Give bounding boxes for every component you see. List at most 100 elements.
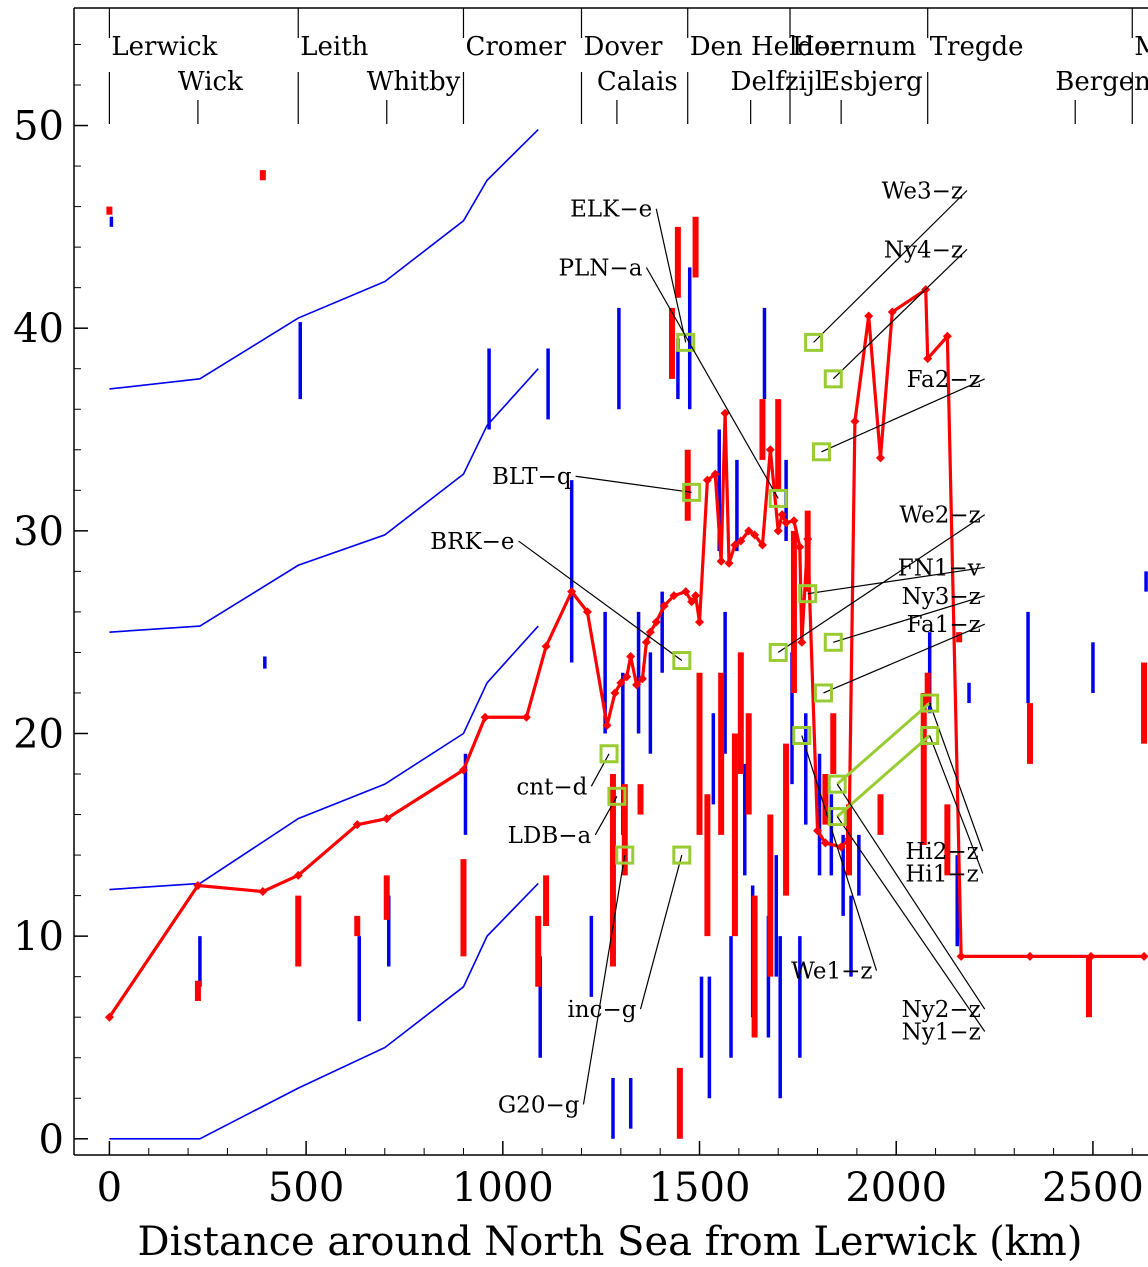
y-tick-label-0: 0 (39, 1117, 64, 1163)
x-tick-label-3: 1500 (649, 1165, 751, 1211)
label-leader-10 (821, 378, 985, 453)
main-series-point-28 (702, 475, 712, 485)
main-series-point-31 (720, 408, 730, 418)
label-text-5: LDB−a (508, 823, 592, 849)
label-text-9: Ny4−z (884, 237, 963, 263)
blue-band-3 (109, 129, 539, 390)
main-series-point-45 (803, 534, 813, 544)
y-tick-label-1: 10 (13, 914, 64, 960)
label-text-18: Ny2−z (902, 997, 981, 1023)
port-top-label-2: Cromer (465, 32, 566, 62)
port-top-label-5: Hoernum (792, 32, 916, 62)
main-series-point-19 (641, 637, 651, 647)
main-series-point-3 (293, 870, 303, 880)
label-marker-10 (811, 442, 831, 462)
main-series-point-34 (736, 536, 746, 546)
main-series-point-56 (942, 331, 952, 341)
main-series-point-30 (716, 556, 726, 566)
label-leader-4 (590, 753, 610, 787)
main-series-point-1 (193, 880, 203, 890)
label-marker-1 (768, 488, 788, 508)
main-series-point-44 (797, 637, 807, 647)
port-bottom-label-0: Wick (178, 67, 243, 97)
port-bottom-label-2: Calais (597, 67, 678, 97)
marker-link-0 (836, 701, 931, 786)
y-tick-label-4: 40 (13, 306, 64, 352)
port-top-label-6: Tregde (930, 32, 1024, 62)
label-leader-9 (832, 248, 968, 380)
label-text-4: cnt−d (516, 774, 587, 800)
main-series-point-33 (730, 540, 740, 550)
port-top-label-1: Leith (300, 32, 368, 62)
label-marker-12 (798, 584, 818, 604)
y-tick-label-3: 30 (13, 509, 64, 555)
label-text-12: FN1−v (898, 555, 981, 581)
label-marker-17 (792, 726, 812, 746)
label-text-1: PLN−a (559, 255, 643, 281)
main-series-point-35 (744, 526, 754, 536)
main-series-point-27 (695, 617, 705, 627)
main-series-point-58 (1025, 951, 1035, 961)
port-bottom-label-1: Whitby (367, 67, 461, 97)
main-series-point-9 (541, 641, 551, 651)
label-text-8: We3−z (882, 178, 963, 204)
main-series-point-29 (710, 469, 720, 479)
main-series-point-37 (757, 540, 767, 550)
main-series-point-46 (813, 826, 823, 836)
port-top-label-3: Dover (583, 32, 663, 62)
x-tick-label-4: 2000 (845, 1165, 947, 1211)
blue-band-0 (109, 882, 539, 1140)
main-series-point-2 (258, 887, 268, 897)
label-marker-19 (827, 807, 847, 827)
main-series-point-40 (777, 510, 787, 520)
main-series-point-11 (582, 607, 592, 617)
main-series-point-32 (724, 558, 734, 568)
blue-bands (109, 129, 539, 1140)
main-series-point-24 (681, 587, 691, 597)
label-text-19: Ny1−z (902, 1019, 981, 1045)
label-leader-18 (836, 783, 986, 1010)
label-marker-16 (920, 726, 940, 746)
label-marker-18 (827, 774, 847, 794)
label-leader-2 (575, 475, 692, 493)
main-series-point-36 (750, 530, 760, 540)
label-marker-4 (599, 744, 619, 764)
x-tick-label-2: 1000 (452, 1165, 554, 1211)
main-series-point-26 (691, 591, 701, 601)
main-series-point-23 (669, 591, 679, 601)
main-series-point-51 (864, 311, 874, 321)
main-series-line (108, 288, 1145, 1019)
main-series-point-50 (850, 416, 860, 426)
label-text-16: Hi1−z (905, 861, 978, 887)
label-text-14: Fa1−z (907, 612, 981, 638)
label-text-13: Ny3−z (902, 584, 981, 610)
label-marker-3 (672, 651, 692, 671)
label-marker-8 (804, 332, 824, 352)
label-text-0: ELK−e (570, 197, 652, 223)
x-axis-title: Distance around North Sea from Lerwick (… (138, 1219, 1083, 1265)
label-leader-12 (807, 566, 985, 595)
label-leader-16 (929, 735, 984, 874)
label-marker-5 (607, 786, 627, 806)
label-marker-13 (823, 632, 843, 652)
port-top-label-0: Lerwick (111, 32, 217, 62)
label-marker-0 (676, 332, 696, 352)
label-leader-17 (801, 735, 878, 971)
label-text-15: Hi2−z (905, 839, 978, 865)
port-bottom-label-3: Delfzijl (731, 67, 824, 97)
label-leader-8 (813, 190, 968, 343)
red-bars (106, 170, 1148, 1139)
main-series-point-12 (602, 720, 612, 730)
label-text-7: G20−g (498, 1092, 580, 1118)
main-series-point-59 (1086, 951, 1096, 961)
label-leader-11 (777, 514, 986, 653)
main-series-point-6 (458, 765, 468, 775)
port-top-label-4: Den Helder (690, 32, 843, 62)
port-bottom-label-5: Bergen (1055, 67, 1148, 97)
annotation-labels: ELK−e PLN−a BLT−q BRK−e cnt−d LDB−a inc−g G20−g… (430, 178, 986, 1118)
main-series-point-7 (480, 712, 490, 722)
main-series-point-39 (773, 526, 783, 536)
label-leader-0 (655, 208, 687, 343)
